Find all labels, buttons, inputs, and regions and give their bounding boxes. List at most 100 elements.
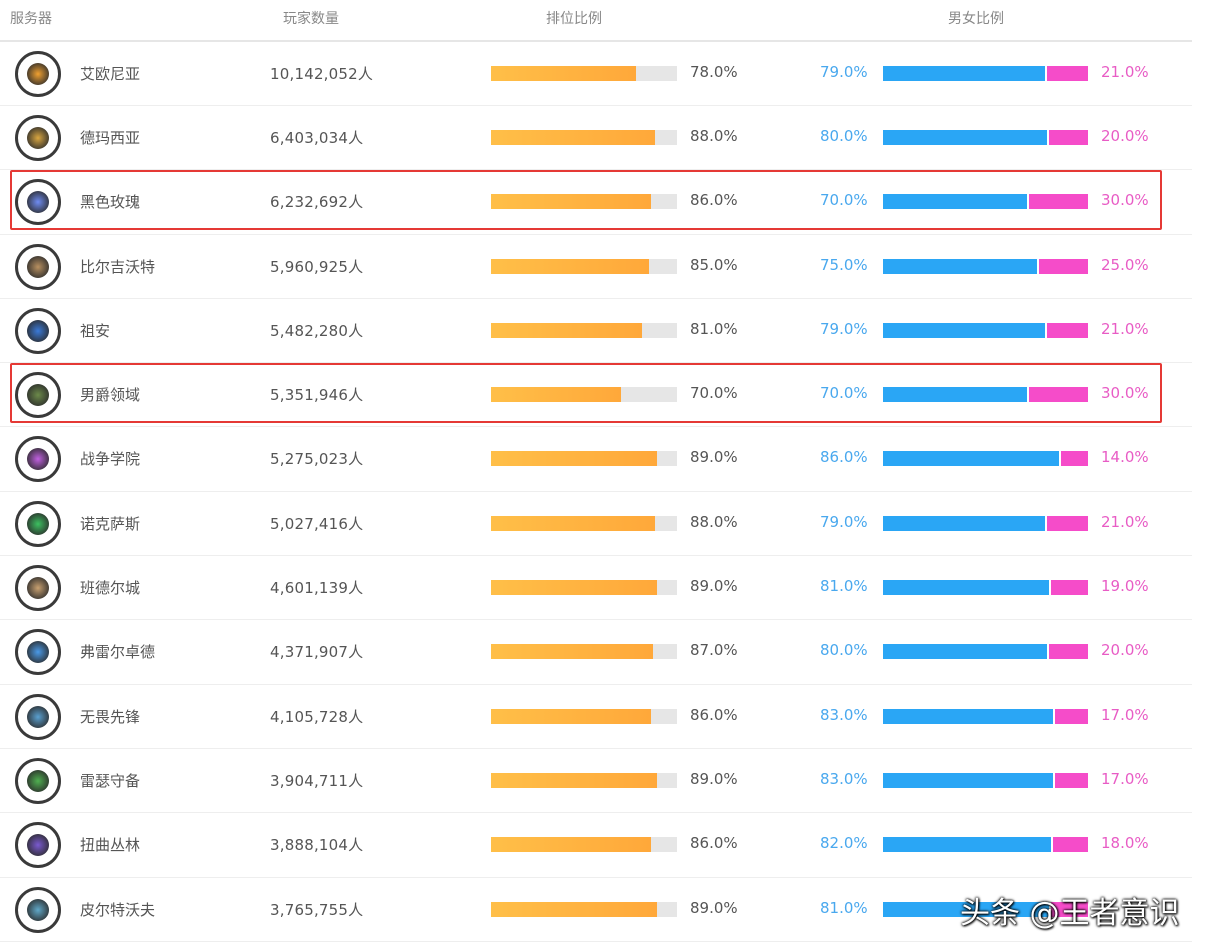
rank-ratio-label: 88.0% xyxy=(690,127,738,145)
table-row[interactable]: 弗雷尔卓德 4,371,907人 87.0% 80.0% 20.0% xyxy=(0,620,1192,685)
gender-ratio-bar xyxy=(883,130,1088,145)
male-ratio-label: 79.0% xyxy=(820,319,868,338)
table-row[interactable]: 扭曲丛林 3,888,104人 86.0% 82.0% 18.0% xyxy=(0,813,1192,878)
female-ratio-fill xyxy=(1046,322,1088,338)
rank-ratio-bar xyxy=(491,772,677,788)
male-ratio-fill xyxy=(883,644,1047,660)
male-ratio-label: 80.0% xyxy=(820,641,868,660)
rank-ratio-bar xyxy=(491,515,677,531)
female-ratio-label: 17.0% xyxy=(1101,769,1149,788)
rank-ratio-bar xyxy=(491,194,677,210)
female-ratio-fill xyxy=(1046,515,1088,531)
male-ratio-label: 83.0% xyxy=(820,705,868,724)
watchtower-emblem-icon xyxy=(15,757,61,804)
male-ratio-label: 80.0% xyxy=(820,127,868,145)
gender-ratio-bar xyxy=(883,772,1088,788)
female-ratio-fill xyxy=(1049,644,1088,660)
server-name[interactable]: 黑色玫瑰 xyxy=(80,193,141,212)
server-name[interactable]: 比尔吉沃特 xyxy=(80,257,156,276)
gender-ratio-bar xyxy=(883,66,1088,81)
baron-emblem-icon xyxy=(15,372,61,419)
female-ratio-label: 17.0% xyxy=(1101,705,1149,724)
table-row[interactable]: 德玛西亚 6,403,034人 88.0% 80.0% 20.0% xyxy=(0,106,1192,171)
table-row[interactable]: 无畏先锋 4,105,728人 86.0% 83.0% 17.0% xyxy=(0,685,1192,749)
female-ratio-fill xyxy=(1049,130,1088,145)
rank-ratio-bar xyxy=(491,901,677,917)
vanguard-emblem-icon xyxy=(15,693,61,740)
table-row[interactable]: 祖安 5,482,280人 81.0% 79.0% 21.0% xyxy=(0,299,1192,364)
demacia-emblem-icon xyxy=(15,115,61,161)
server-name[interactable]: 扭曲丛林 xyxy=(80,836,141,855)
female-ratio-label: 21.0% xyxy=(1101,319,1149,338)
rank-ratio-label: 81.0% xyxy=(690,319,738,338)
server-name[interactable]: 男爵领域 xyxy=(80,386,141,405)
server-name[interactable]: 祖安 xyxy=(80,321,111,340)
server-name[interactable]: 皮尔特沃夫 xyxy=(80,900,156,919)
rank-ratio-fill xyxy=(491,66,637,81)
rank-ratio-label: 85.0% xyxy=(690,255,738,274)
rank-ratio-label: 89.0% xyxy=(690,898,738,917)
female-ratio-fill xyxy=(1051,580,1088,596)
server-name[interactable]: 德玛西亚 xyxy=(80,129,141,147)
rank-ratio-fill xyxy=(491,258,650,274)
header-server: 服务器 xyxy=(10,11,52,27)
rank-ratio-label: 70.0% xyxy=(690,384,738,403)
server-name[interactable]: 班德尔城 xyxy=(80,579,141,598)
female-ratio-label: 21.0% xyxy=(1101,512,1149,531)
rank-ratio-fill xyxy=(491,772,657,788)
table-row[interactable]: 皮尔特沃夫 3,765,755人 89.0% 81.0% xyxy=(0,878,1192,942)
table-row[interactable]: 雷瑟守备 3,904,711人 89.0% 83.0% 17.0% xyxy=(0,749,1192,814)
gender-ratio-bar xyxy=(883,258,1088,274)
player-count: 4,371,907人 xyxy=(270,643,364,662)
gender-ratio-bar xyxy=(883,322,1088,338)
gender-ratio-bar xyxy=(883,387,1088,403)
male-ratio-fill xyxy=(883,708,1054,724)
server-name[interactable]: 弗雷尔卓德 xyxy=(80,643,156,662)
rank-ratio-label: 89.0% xyxy=(690,448,738,467)
black-rose-emblem-icon xyxy=(15,179,61,226)
male-ratio-fill xyxy=(883,772,1054,788)
female-ratio-label: 18.0% xyxy=(1101,834,1149,853)
player-count: 5,275,023人 xyxy=(270,450,364,469)
rank-ratio-fill xyxy=(491,901,657,917)
female-ratio-label: 30.0% xyxy=(1101,384,1149,403)
rank-ratio-label: 86.0% xyxy=(690,834,738,853)
gender-ratio-bar xyxy=(883,644,1088,660)
rank-ratio-bar xyxy=(491,130,677,145)
rank-ratio-label: 86.0% xyxy=(690,191,738,210)
female-ratio-label: 25.0% xyxy=(1101,255,1149,274)
male-ratio-fill xyxy=(883,130,1047,145)
player-count: 3,888,104人 xyxy=(270,836,364,855)
table-row[interactable]: 诺克萨斯 5,027,416人 88.0% 79.0% 21.0% xyxy=(0,492,1192,557)
male-ratio-label: 70.0% xyxy=(820,191,868,210)
rank-ratio-label: 88.0% xyxy=(690,512,738,531)
server-name[interactable]: 战争学院 xyxy=(80,450,141,469)
table-row[interactable]: 艾欧尼亚 10,142,052人 78.0% 79.0% 21.0% xyxy=(0,42,1192,106)
table-row[interactable]: 班德尔城 4,601,139人 89.0% 81.0% 19.0% xyxy=(0,556,1192,621)
gender-ratio-bar xyxy=(883,901,1088,917)
table-row[interactable]: 男爵领域 5,351,946人 70.0% 70.0% 30.0% xyxy=(0,363,1192,428)
table-row[interactable]: 比尔吉沃特 5,960,925人 85.0% 75.0% 25.0% xyxy=(0,235,1192,299)
table-row[interactable]: 战争学院 5,275,023人 89.0% 86.0% 14.0% xyxy=(0,427,1192,492)
player-count: 4,601,139人 xyxy=(270,579,364,598)
male-ratio-fill xyxy=(883,451,1060,467)
server-name[interactable]: 雷瑟守备 xyxy=(80,771,141,790)
rank-ratio-bar xyxy=(491,322,677,338)
server-name[interactable]: 艾欧尼亚 xyxy=(80,65,141,83)
female-ratio-label: 30.0% xyxy=(1101,191,1149,210)
male-ratio-label: 83.0% xyxy=(820,769,868,788)
male-ratio-fill xyxy=(883,322,1045,338)
male-ratio-label: 86.0% xyxy=(820,448,868,467)
rank-ratio-bar xyxy=(491,580,677,596)
bilgewater-emblem-icon xyxy=(15,243,61,290)
male-ratio-fill xyxy=(883,387,1027,403)
server-name[interactable]: 诺克萨斯 xyxy=(80,514,141,533)
rank-ratio-fill xyxy=(491,708,651,724)
female-ratio-fill xyxy=(1028,387,1088,403)
server-name[interactable]: 无畏先锋 xyxy=(80,707,141,726)
male-ratio-label: 70.0% xyxy=(820,384,868,403)
table-row[interactable]: 黑色玫瑰 6,232,692人 86.0% 70.0% 30.0% xyxy=(0,170,1192,235)
freljord-emblem-icon xyxy=(15,629,61,676)
male-ratio-label: 79.0% xyxy=(820,512,868,531)
highlight-box xyxy=(10,362,1162,423)
